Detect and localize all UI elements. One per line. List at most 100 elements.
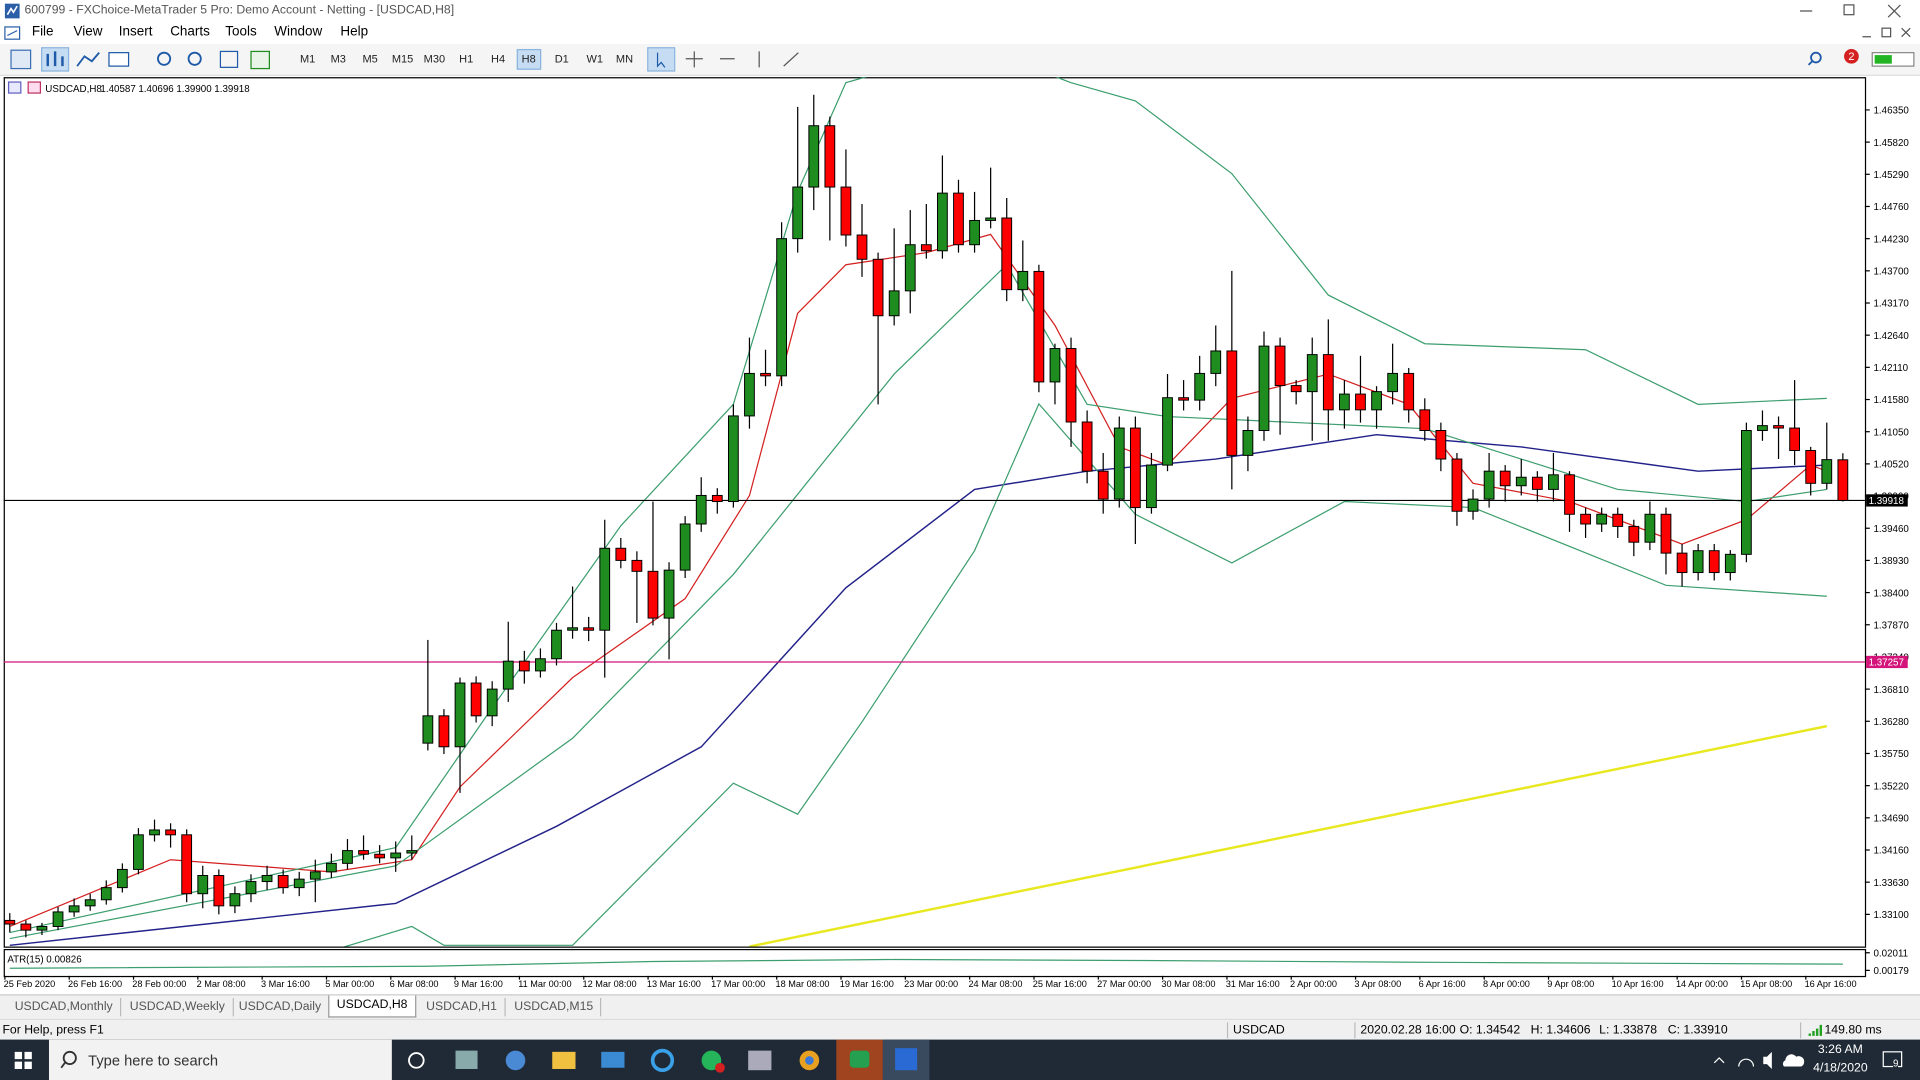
restore[interactable] <box>1843 4 1855 16</box>
candle-body <box>727 415 739 503</box>
app-folder[interactable] <box>552 1051 576 1069</box>
app-edge[interactable] <box>650 1048 675 1073</box>
toolbar: M1 M3 M5 M15 M30 H1 H4 H8 D1 W1 MN 2 <box>0 44 1920 76</box>
indicators-button[interactable] <box>250 50 271 70</box>
candle-body <box>937 192 948 252</box>
search-placeholder: Type here to search <box>88 1051 219 1069</box>
search-button[interactable] <box>1810 51 1822 64</box>
candle-body <box>1548 474 1559 490</box>
timeframe-bar: M1 M3 M5 M15 M30 H1 H4 H8 D1 W1 MN <box>289 44 644 75</box>
status-bar: For Help, press F1 USDCAD 2020.02.28 16:… <box>0 1018 1920 1041</box>
chart-tab[interactable]: USDCAD,H8 <box>328 995 417 1018</box>
profiles-button[interactable] <box>10 49 32 70</box>
menu-item[interactable]: Window <box>274 24 323 40</box>
timeframe-button[interactable]: M5 <box>362 52 378 65</box>
menu-item[interactable]: Charts <box>170 24 210 40</box>
candle-body <box>1146 464 1157 509</box>
candle-body <box>1773 425 1784 429</box>
candle-body <box>1033 270 1045 383</box>
timeframe-button[interactable]: H4 <box>491 52 506 65</box>
timeframe-button[interactable]: D1 <box>554 52 569 65</box>
start-button[interactable] <box>14 1051 32 1069</box>
timeframe-button[interactable]: M1 <box>300 52 316 65</box>
chart-tab[interactable]: USDCAD,Daily <box>231 997 330 1017</box>
candle-body <box>1708 550 1720 574</box>
x-tick-label: 3 Mar 16:00 <box>261 979 310 989</box>
y-tick-label: 1.44230 <box>1873 234 1909 245</box>
candle-body <box>100 887 112 901</box>
trendline-tool[interactable] <box>783 52 799 67</box>
candle-body <box>599 547 611 631</box>
window-controls <box>1800 4 1901 18</box>
timeframe-button[interactable]: H8 <box>516 48 541 70</box>
app-monitor[interactable] <box>601 1051 625 1068</box>
app-explorer[interactable] <box>455 1050 478 1069</box>
ohlc-value: 1.39918 <box>214 84 250 95</box>
zoom-out-button[interactable] <box>187 51 202 66</box>
app-network[interactable] <box>748 1050 772 1071</box>
x-tick-label: 9 Apr 08:00 <box>1547 979 1594 989</box>
cursor-tool[interactable] <box>647 47 676 72</box>
atr-line <box>9 958 1843 969</box>
timeframe-button[interactable]: M3 <box>330 52 346 65</box>
chart-tab[interactable]: USDCAD,H1 <box>419 997 506 1017</box>
chart-tab[interactable]: USDCAD,Weekly <box>122 997 234 1017</box>
candle-body <box>567 627 578 631</box>
badge-count: 2 <box>1848 51 1854 63</box>
candle-body <box>1515 476 1527 487</box>
candle-body <box>711 494 723 503</box>
chart-tab[interactable]: USDCAD,M15 <box>507 997 602 1017</box>
indicator-line <box>343 402 1827 947</box>
crosshair-tool[interactable] <box>685 51 703 68</box>
menu-item[interactable]: Help <box>340 24 369 40</box>
menu-item[interactable]: View <box>73 24 103 40</box>
auto-trading-button[interactable] <box>108 52 130 67</box>
close[interactable] <box>1887 4 1901 18</box>
search-box[interactable] <box>48 1039 392 1080</box>
timeframe-button[interactable]: M30 <box>423 52 446 65</box>
price-label-box <box>1866 655 1908 669</box>
grid-button[interactable] <box>219 50 239 68</box>
candle-body <box>149 829 160 836</box>
indicator-line <box>9 433 1827 947</box>
x-tick-label: 19 Mar 16:00 <box>840 979 894 989</box>
candle-body <box>1435 430 1447 460</box>
x-tick-label: 25 Mar 16:00 <box>1033 979 1087 989</box>
zoom-in-button[interactable] <box>157 51 172 66</box>
candle-body <box>535 658 546 672</box>
candle-body <box>1451 458 1463 512</box>
plot <box>3 77 1865 947</box>
notification-badge[interactable] <box>1844 48 1859 64</box>
candle-body <box>84 899 96 907</box>
price-label-box <box>1866 494 1908 507</box>
chart-tab[interactable]: USDCAD,Monthly <box>7 997 122 1017</box>
window-title: 600799 - FXChoice-MetaTrader 5 Pro: Demo… <box>24 3 455 18</box>
y-tick-label: 1.45820 <box>1873 138 1909 149</box>
menu-item[interactable]: File <box>31 24 54 40</box>
candle-body <box>1162 397 1173 466</box>
timeframe-button[interactable]: H1 <box>459 52 474 65</box>
task-view[interactable] <box>408 1052 425 1069</box>
candle-body <box>1242 430 1254 456</box>
timeframe-button[interactable]: M15 <box>391 52 414 65</box>
symbol-icon <box>7 81 22 94</box>
status-help: For Help, press F1 <box>2 1023 104 1038</box>
candle-body <box>1564 474 1575 515</box>
menu-item[interactable]: Insert <box>118 24 153 40</box>
mdi-controls <box>1862 27 1911 38</box>
candle-body <box>1129 427 1141 509</box>
action-center[interactable] <box>1881 1048 1905 1072</box>
menu-item[interactable]: Tools <box>225 24 257 40</box>
app-settings[interactable] <box>505 1050 526 1071</box>
line-chart-button[interactable] <box>76 52 100 67</box>
timeframe-button[interactable]: W1 <box>586 52 604 65</box>
timeframe-button[interactable]: MN <box>615 52 634 65</box>
atr-pane[interactable] <box>3 948 1867 978</box>
y-tick-label: 1.34690 <box>1873 813 1909 824</box>
symbol-flag <box>27 81 42 94</box>
main-pane[interactable] <box>3 77 1867 948</box>
taskbar-apps <box>14 1039 930 1080</box>
y-tick-label: 1.38930 <box>1873 556 1909 567</box>
candle-body <box>1339 393 1350 411</box>
